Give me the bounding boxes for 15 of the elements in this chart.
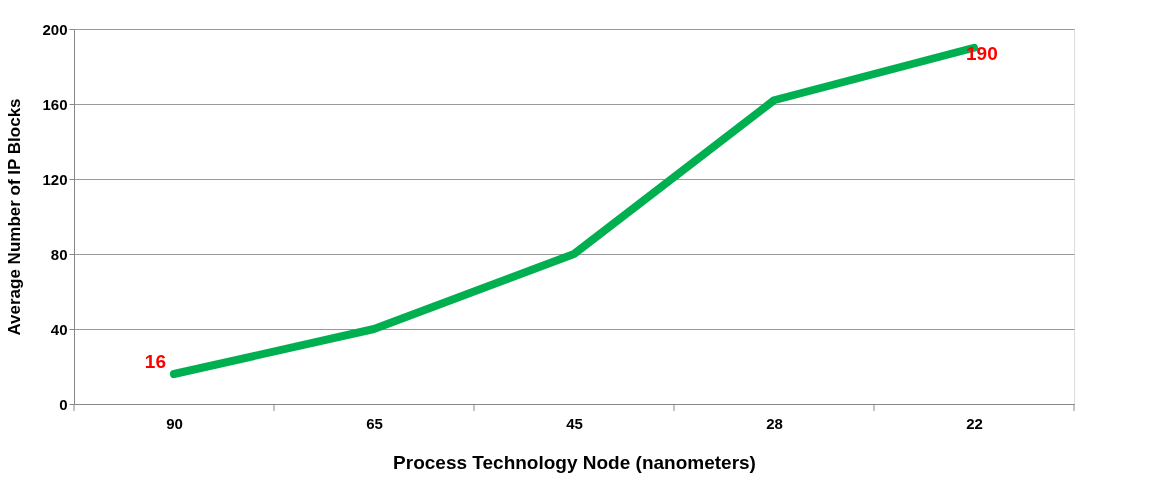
- data-label: 16: [144, 351, 166, 372]
- x-tick-label: 45: [566, 414, 583, 432]
- y-tick-label: 120: [42, 170, 68, 188]
- y-tick-label: 160: [42, 95, 68, 113]
- x-tick-label: 22: [966, 414, 983, 432]
- y-axis-title: Average Number of IP Blocks: [5, 98, 25, 336]
- x-tick-label: 65: [366, 414, 383, 432]
- x-axis-title: Process Technology Node (nanometers): [393, 451, 756, 473]
- x-tick-label: 90: [166, 414, 183, 432]
- x-tick-label: 28: [766, 414, 783, 432]
- y-tick-label: 0: [59, 395, 68, 413]
- y-tick-label: 80: [50, 245, 68, 263]
- y-tick-label: 40: [50, 320, 68, 338]
- data-label: 190: [966, 42, 998, 64]
- y-tick-label: 200: [42, 20, 68, 38]
